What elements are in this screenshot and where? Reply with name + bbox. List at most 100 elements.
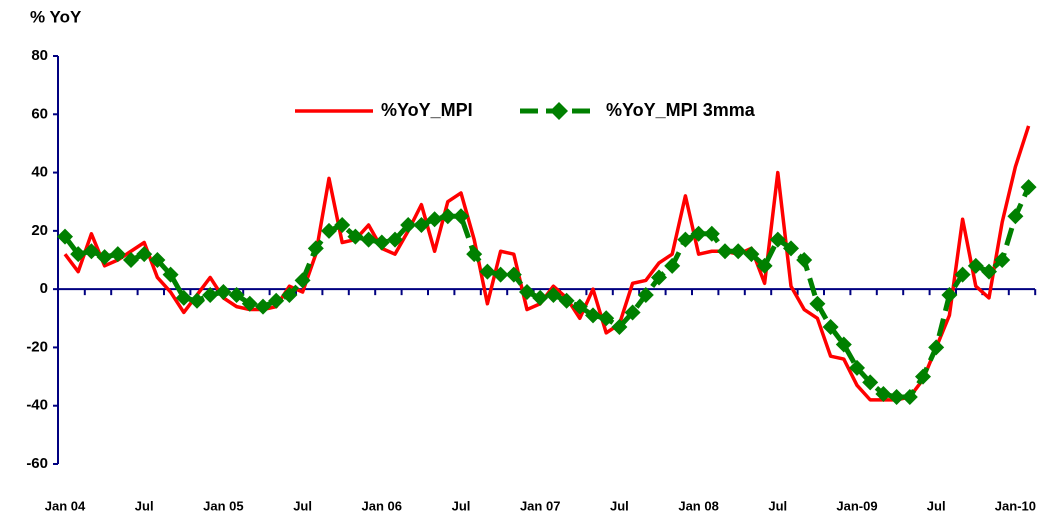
point (215, 284, 232, 301)
point (954, 266, 971, 283)
x-tick-label: Jul (293, 498, 312, 513)
point (571, 298, 588, 315)
x-tick-label: Jan 08 (678, 498, 718, 513)
legend-label: %YoY_MPI 3mma (606, 100, 756, 120)
legend-label: %YoY_MPI (381, 100, 473, 120)
point (901, 388, 918, 405)
x-tick-label: Jul (610, 498, 629, 513)
point (941, 286, 958, 303)
point (109, 246, 126, 263)
point (532, 289, 549, 306)
point (281, 286, 298, 303)
point (664, 257, 681, 274)
point (769, 231, 786, 248)
point (228, 286, 245, 303)
point (915, 368, 931, 385)
point (743, 246, 760, 263)
x-tick-label: Jul (452, 498, 471, 513)
point (426, 211, 443, 228)
point (400, 217, 417, 234)
point (835, 336, 852, 353)
point (505, 266, 522, 283)
point (822, 319, 839, 336)
x-tick-label: Jan-10 (995, 498, 1036, 513)
x-tick-label: Jan-09 (836, 498, 877, 513)
point (268, 292, 285, 309)
y-tick-label: 80 (31, 47, 48, 64)
y-tick-label: 60 (31, 105, 48, 122)
point (347, 228, 364, 245)
point (756, 257, 773, 274)
series-line (63, 125, 1031, 402)
point (611, 319, 628, 336)
y-tick-label: -20 (26, 338, 48, 355)
y-tick-label: -40 (26, 397, 48, 414)
point (453, 208, 469, 225)
point (373, 234, 390, 251)
point (928, 339, 945, 356)
y-tick-label: 20 (31, 222, 48, 239)
point (321, 222, 337, 239)
point (189, 292, 205, 309)
y-tick-label: -60 (26, 455, 48, 472)
point (294, 272, 311, 289)
point (545, 286, 562, 303)
point (387, 231, 403, 248)
point (466, 246, 483, 263)
point (57, 228, 73, 245)
point (730, 243, 747, 260)
x-tick-label: Jul (768, 498, 787, 513)
point (492, 266, 509, 283)
point (175, 289, 192, 306)
point (202, 286, 219, 303)
point (1020, 179, 1037, 196)
point (598, 310, 615, 327)
point (255, 298, 271, 315)
point (849, 359, 865, 376)
point (888, 388, 905, 405)
point (875, 386, 892, 403)
point (677, 231, 694, 248)
point (624, 304, 641, 321)
point (994, 252, 1011, 268)
point (862, 374, 879, 391)
y-axis-label: % YoY (30, 7, 82, 26)
point (96, 249, 113, 266)
point (149, 252, 166, 268)
point (558, 292, 575, 309)
point (690, 225, 707, 242)
x-tick-label: Jan 07 (520, 498, 560, 513)
point (783, 240, 799, 257)
point (967, 257, 984, 274)
y-tick-label: 40 (31, 164, 48, 181)
point (307, 240, 324, 257)
point (479, 263, 496, 280)
point (651, 269, 667, 286)
y-tick-label: 0 (40, 280, 48, 297)
point (360, 231, 377, 248)
x-tick-label: Jan 04 (45, 498, 86, 513)
point (796, 252, 813, 268)
point (70, 246, 87, 263)
legend-marker (550, 102, 568, 120)
point (519, 284, 535, 301)
point (241, 295, 258, 312)
x-tick-label: Jul (135, 498, 154, 513)
point (1007, 208, 1024, 225)
point (123, 252, 139, 268)
point (136, 246, 153, 263)
point (809, 295, 826, 312)
point (439, 208, 456, 225)
point (83, 243, 100, 260)
x-tick-label: Jan 06 (362, 498, 402, 513)
point (717, 243, 733, 260)
point (334, 217, 351, 234)
point (162, 266, 179, 283)
point (585, 307, 601, 324)
point (637, 286, 654, 303)
point (981, 263, 997, 280)
x-tick-label: Jul (927, 498, 946, 513)
point (703, 225, 720, 242)
x-tick-label: Jan 05 (203, 498, 243, 513)
